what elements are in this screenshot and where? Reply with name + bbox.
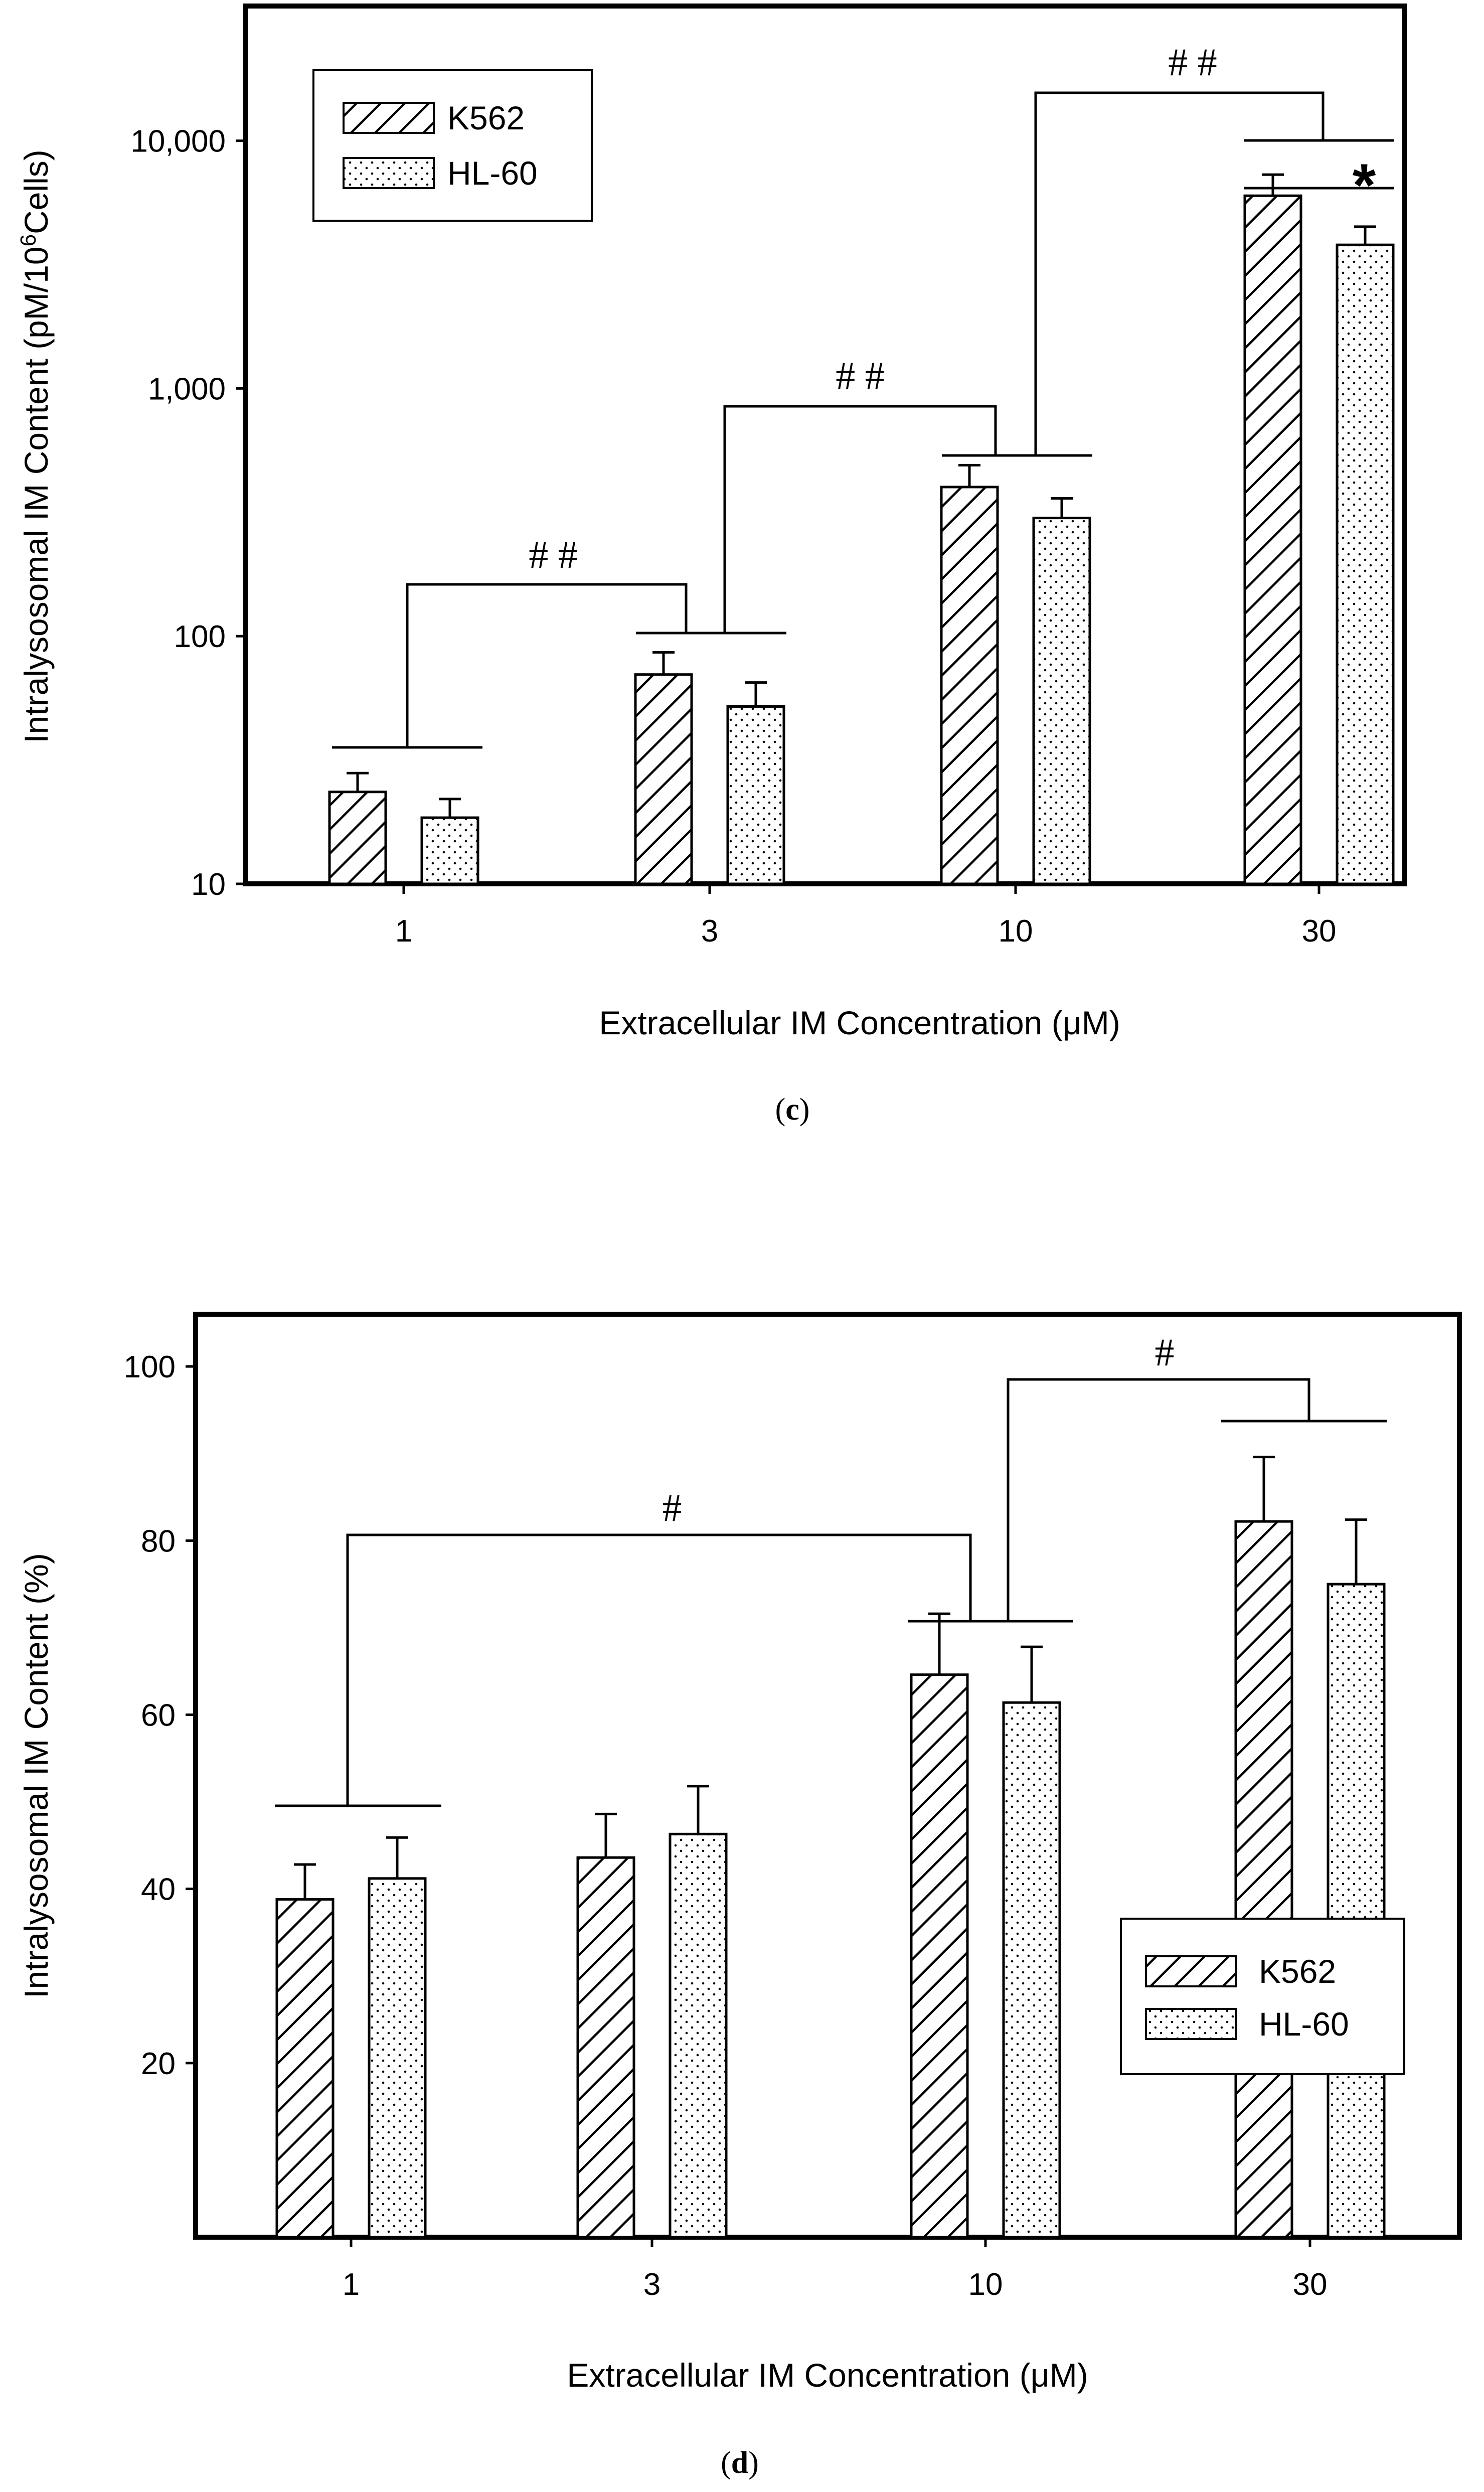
- x-tick-label-d: 3: [643, 2267, 661, 2302]
- legend-label-k562-d: K562: [1259, 1953, 1336, 1990]
- legend-label-k562-c: K562: [447, 99, 525, 136]
- x-tick-label-d: 1: [343, 2267, 360, 2302]
- bar-d-hl60-10: [1002, 1701, 1061, 2239]
- plot-frame-d: [193, 1312, 1462, 2240]
- x-tick-label-c: 10: [999, 914, 1033, 949]
- bar-d-k562-3: [576, 1856, 635, 2239]
- bar-c-k562-1: [328, 791, 387, 885]
- bar-c-hl60-10: [1032, 517, 1091, 885]
- plot-frame-c: [243, 4, 1407, 886]
- y-tick-label-d: 40: [141, 1873, 176, 1907]
- bar-c-hl60-1: [420, 816, 479, 885]
- significance-label-c: # #: [529, 533, 578, 576]
- significance-bracket-c: [332, 583, 786, 749]
- significance-label-d: #: [663, 1486, 682, 1529]
- significance-bracket-c: [942, 91, 1394, 457]
- x-tick-label-d: 10: [968, 2267, 1003, 2302]
- y-tick-label-c: 10: [191, 867, 226, 902]
- y-tick-label-d: 20: [141, 2047, 176, 2081]
- legend-box-d: [1120, 1918, 1405, 2075]
- legend-c: K562 HL-60: [312, 69, 593, 222]
- legend-swatch-hl60-d: [1145, 2008, 1237, 2040]
- legend-swatch-hl60-c: [343, 157, 435, 189]
- x-tick-label-c: 3: [701, 914, 718, 949]
- bar-c-hl60-30: [1336, 243, 1395, 885]
- y-axis-label-d: Intralysosomal IM Content (%): [18, 1553, 55, 1998]
- bar-d-k562-1: [275, 1898, 335, 2239]
- panel-label-d: (d): [721, 2446, 759, 2480]
- y-tick-label-c: 10,000: [130, 124, 226, 159]
- panel-label-c: (c): [775, 1093, 810, 1127]
- x-tick-label-d: 30: [1293, 2267, 1328, 2302]
- y-tick-label-d: 80: [141, 1524, 176, 1559]
- significance-bracket-c: [636, 405, 1092, 635]
- bar-c-k562-10: [940, 486, 999, 885]
- bar-c-k562-3: [634, 673, 693, 885]
- legend-d: K562 HL-60: [1120, 1918, 1405, 2075]
- legend-swatch-k562-c: [343, 102, 435, 134]
- legend-label-hl60-c: HL-60: [447, 154, 538, 192]
- x-axis-label-c: Extracellular IM Concentration (μM): [599, 1004, 1120, 1041]
- x-axis-label-d: Extracellular IM Concentration (μM): [567, 2357, 1088, 2394]
- y-tick-label-d: 60: [141, 1698, 176, 1733]
- significance-star-c: *: [1353, 151, 1376, 219]
- bar-d-hl60-30: [1327, 1583, 1386, 2239]
- bar-d-k562-10: [910, 1673, 969, 2239]
- legend-box-c: [312, 69, 593, 222]
- x-tick-label-c: 30: [1302, 914, 1337, 949]
- bar-d-hl60-1: [368, 1877, 427, 2239]
- legend-label-hl60-d: HL-60: [1259, 2005, 1349, 2043]
- bar-c-k562-30: [1243, 194, 1302, 885]
- bar-d-hl60-3: [669, 1832, 728, 2239]
- x-tick-label-c: 1: [395, 914, 412, 949]
- y-tick-label-d: 100: [124, 1350, 176, 1384]
- y-tick-label-c: 1,000: [148, 372, 226, 406]
- significance-label-d: #: [1155, 1330, 1175, 1374]
- chart-d: 20 40 60 80 100 1 3 10 30 # # K562 HL-60 Intraly…: [18, 1312, 1462, 2480]
- chart-c: 10 100 1,000 10,000 1 3 10 30 # # # # # # * K562 …: [16, 4, 1407, 1127]
- y-tick-label-c: 100: [174, 619, 226, 654]
- bar-d-k562-30: [1234, 1520, 1293, 2239]
- significance-label-c: # #: [1168, 40, 1217, 84]
- significance-bracket-d: [908, 1378, 1387, 1623]
- bar-c-hl60-3: [726, 705, 785, 885]
- significance-label-c: # #: [836, 354, 885, 397]
- y-axis-label-c: Intralysosomal IM Content (pM/106Cells): [16, 149, 55, 743]
- legend-swatch-k562-d: [1145, 1955, 1237, 1987]
